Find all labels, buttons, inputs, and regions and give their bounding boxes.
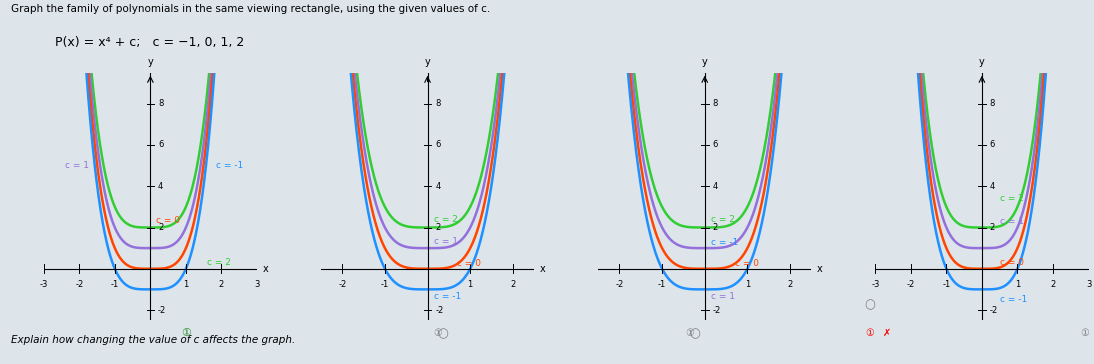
Text: c = 2: c = 2	[1000, 194, 1024, 203]
Text: y: y	[424, 57, 430, 67]
Text: y: y	[702, 57, 708, 67]
Text: 8: 8	[158, 99, 163, 108]
Text: P(x) = x⁴ + c;   c = −1, 0, 1, 2: P(x) = x⁴ + c; c = −1, 0, 1, 2	[55, 36, 244, 50]
Text: ○: ○	[689, 328, 700, 341]
Text: 2: 2	[435, 223, 441, 232]
Text: -1: -1	[381, 280, 389, 289]
Text: -2: -2	[712, 305, 721, 314]
Text: 1: 1	[184, 280, 188, 289]
Text: 2: 2	[712, 223, 718, 232]
Text: 6: 6	[158, 141, 163, 150]
Text: ①: ①	[1080, 328, 1089, 337]
Text: -1: -1	[657, 280, 666, 289]
Text: 2: 2	[510, 280, 515, 289]
Text: c = 2: c = 2	[207, 258, 231, 267]
Text: -2: -2	[990, 305, 998, 314]
Text: -3: -3	[39, 280, 48, 289]
Text: 3: 3	[254, 280, 259, 289]
Text: 2: 2	[219, 280, 224, 289]
Text: 1: 1	[1015, 280, 1020, 289]
Text: c = -1: c = -1	[711, 238, 738, 247]
Text: c = 0: c = 0	[1000, 258, 1024, 267]
Text: 8: 8	[990, 99, 994, 108]
Text: c = -1: c = -1	[217, 161, 243, 170]
Text: -1: -1	[110, 280, 119, 289]
Text: c = -1: c = -1	[1000, 295, 1027, 304]
Text: Explain how changing the value of c affects the graph.: Explain how changing the value of c affe…	[11, 335, 295, 345]
Text: 4: 4	[435, 182, 441, 191]
Text: y: y	[979, 57, 985, 67]
Text: -2: -2	[338, 280, 347, 289]
Text: Graph the family of polynomials in the same viewing rectangle, using the given v: Graph the family of polynomials in the s…	[11, 4, 490, 13]
Text: 1: 1	[467, 280, 473, 289]
Text: 4: 4	[158, 182, 163, 191]
Text: ○: ○	[438, 328, 449, 341]
Text: -2: -2	[435, 305, 443, 314]
Text: ①: ①	[865, 328, 874, 337]
Text: ①: ①	[685, 328, 694, 337]
Text: 6: 6	[712, 141, 718, 150]
Text: c = 0: c = 0	[155, 217, 179, 225]
Text: y: y	[148, 57, 153, 67]
Text: c = 0: c = 0	[734, 259, 758, 268]
Text: c = 1: c = 1	[434, 237, 458, 246]
Text: -2: -2	[615, 280, 624, 289]
Text: ①: ①	[181, 328, 191, 337]
Text: c = 1: c = 1	[711, 292, 735, 301]
Text: -2: -2	[907, 280, 915, 289]
Text: 4: 4	[990, 182, 994, 191]
Text: 2: 2	[158, 223, 163, 232]
Text: x: x	[539, 264, 545, 274]
Text: 2: 2	[1050, 280, 1056, 289]
Text: x: x	[817, 264, 823, 274]
Text: 8: 8	[712, 99, 718, 108]
Text: c = 1: c = 1	[1000, 217, 1024, 226]
Text: c = 2: c = 2	[434, 215, 457, 224]
Text: 2: 2	[990, 223, 994, 232]
Text: 8: 8	[435, 99, 441, 108]
Text: c = 1: c = 1	[65, 161, 89, 170]
Text: -2: -2	[158, 305, 166, 314]
Text: 1: 1	[745, 280, 750, 289]
Text: 4: 4	[712, 182, 718, 191]
Text: ✗: ✗	[883, 328, 891, 337]
Text: c = 2: c = 2	[711, 215, 735, 224]
Text: -1: -1	[942, 280, 951, 289]
Text: -2: -2	[75, 280, 83, 289]
Text: 3: 3	[1086, 280, 1091, 289]
Text: ①: ①	[433, 328, 442, 337]
Text: -3: -3	[871, 280, 880, 289]
Text: c = -1: c = -1	[434, 292, 462, 301]
Text: ○: ○	[864, 298, 875, 312]
Text: 6: 6	[990, 141, 994, 150]
Text: 2: 2	[788, 280, 793, 289]
Text: 6: 6	[435, 141, 441, 150]
Text: c = 0: c = 0	[457, 259, 481, 268]
Text: x: x	[263, 264, 268, 274]
